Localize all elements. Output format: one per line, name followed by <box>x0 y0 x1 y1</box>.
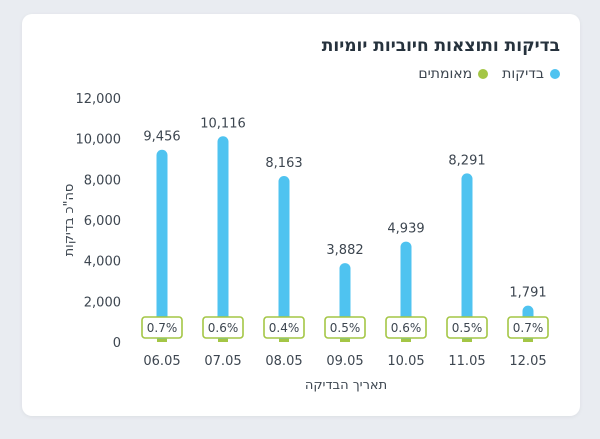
confirmed-mark <box>279 339 289 342</box>
y-tick-label: 8,000 <box>84 173 121 188</box>
legend-item-tests[interactable]: בדיקות <box>502 66 560 82</box>
confirmed-mark <box>462 339 472 342</box>
percent-box <box>141 316 183 339</box>
bar-value-label: 10,116 <box>200 116 246 131</box>
bar-value-label: 1,791 <box>509 286 546 301</box>
y-tick-label: 6,000 <box>84 214 121 229</box>
percent-box <box>263 316 305 339</box>
percent-box <box>324 316 366 339</box>
bar-value-label: 9,456 <box>143 130 180 145</box>
bar-tests <box>217 136 229 342</box>
y-tick-label: 12,000 <box>76 92 122 107</box>
legend-dot-tests <box>550 69 560 79</box>
y-axis-label: סה"כ בדיקות <box>62 184 77 257</box>
x-tick-label: 11.05 <box>448 354 485 369</box>
percent-label: 0.4% <box>269 321 300 335</box>
percent-label: 0.7% <box>513 321 544 335</box>
chart-title: בדיקות ותוצאות חיוביות יומיות <box>321 36 560 56</box>
bar-tests <box>278 176 290 342</box>
confirmed-mark <box>523 339 533 342</box>
bar-value-label: 4,939 <box>387 222 424 237</box>
y-tick-label: 10,000 <box>76 133 122 148</box>
percent-box <box>507 316 549 339</box>
x-tick-label: 06.05 <box>143 354 180 369</box>
confirmed-mark <box>401 339 411 342</box>
y-tick-label: 2,000 <box>84 295 121 310</box>
x-axis-label: תאריך הבדיקה <box>305 378 387 393</box>
percent-label: 0.7% <box>147 321 178 335</box>
percent-box <box>202 316 244 339</box>
confirmed-mark <box>218 339 228 342</box>
legend: בדיקות מאומתים <box>418 66 560 82</box>
percent-label: 0.5% <box>330 321 361 335</box>
confirmed-mark <box>340 339 350 342</box>
percent-box <box>385 316 427 339</box>
legend-dot-confirmed <box>478 69 489 79</box>
confirmed-mark <box>157 339 167 342</box>
bar-value-label: 3,882 <box>326 243 363 258</box>
chart-card: בדיקות ותוצאות חיוביות יומיות בדיקות מאו… <box>22 14 580 416</box>
legend-label-confirmed: מאומתים <box>418 66 473 82</box>
bar-tests <box>461 173 473 342</box>
y-tick-label: 4,000 <box>84 255 121 270</box>
percent-box <box>446 316 488 339</box>
x-tick-label: 08.05 <box>265 354 302 369</box>
legend-item-confirmed[interactable]: מאומתים <box>418 66 489 82</box>
x-tick-label: 10.05 <box>387 354 424 369</box>
x-tick-label: 09.05 <box>326 354 363 369</box>
percent-label: 0.6% <box>208 321 239 335</box>
bar-value-label: 8,163 <box>265 156 302 171</box>
legend-label-tests: בדיקות <box>502 66 544 82</box>
bar-tests <box>156 149 168 342</box>
bar-value-label: 8,291 <box>448 153 485 168</box>
x-tick-label: 12.05 <box>509 354 546 369</box>
percent-label: 0.6% <box>391 321 422 335</box>
percent-label: 0.5% <box>452 321 483 335</box>
x-tick-label: 07.05 <box>204 354 241 369</box>
y-tick-label: 0 <box>113 336 121 351</box>
